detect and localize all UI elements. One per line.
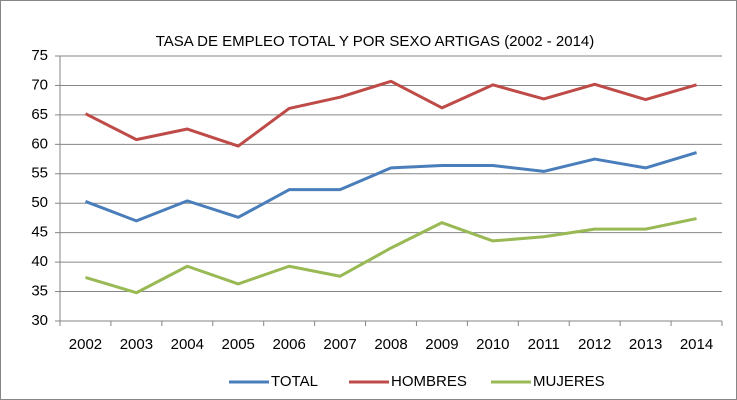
series-line — [84, 151, 697, 223]
y-tick-label: 40 — [31, 253, 48, 270]
x-tick-label: 2011 — [528, 336, 560, 353]
y-tick-label: 35 — [31, 283, 48, 300]
legend-label: MUJERES — [533, 373, 605, 390]
series-line — [84, 79, 697, 148]
x-tick-label: 2010 — [476, 336, 509, 353]
y-tick-label: 65 — [31, 106, 48, 123]
x-tick-label: 2004 — [171, 336, 204, 353]
x-tick-label: 2002 — [69, 336, 102, 353]
chart-title: TASA DE EMPLEO TOTAL Y POR SEXO ARTIGAS … — [156, 33, 595, 50]
series-line — [85, 217, 697, 295]
x-tick-label: 2007 — [323, 336, 356, 353]
x-tick-label: 2008 — [374, 336, 407, 353]
x-tick-label: 2006 — [272, 336, 305, 353]
y-tick-label: 30 — [31, 312, 48, 329]
y-tick-label: 70 — [31, 76, 48, 93]
y-tick-label: 55 — [31, 165, 48, 182]
legend-label: TOTAL — [271, 373, 318, 390]
x-tick-label: 2009 — [425, 336, 458, 353]
legend-label: HOMBRES — [391, 373, 467, 390]
y-tick-label: 60 — [31, 135, 48, 152]
x-tick-label: 2005 — [222, 336, 255, 353]
y-tick-label: 75 — [31, 47, 48, 64]
y-tick-label: 45 — [31, 224, 48, 241]
x-tick-label: 2012 — [578, 336, 611, 353]
x-tick-label: 2014 — [680, 336, 713, 353]
x-tick-label: 2003 — [120, 336, 153, 353]
y-tick-label: 50 — [31, 194, 48, 211]
x-tick-label: 2013 — [629, 336, 662, 353]
